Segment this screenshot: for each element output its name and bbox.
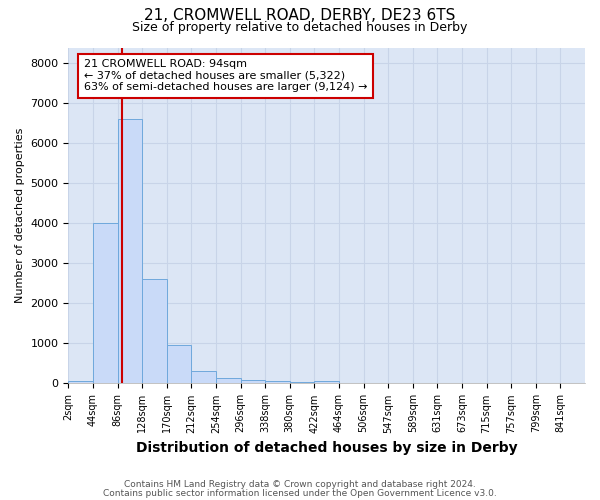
Y-axis label: Number of detached properties: Number of detached properties <box>15 128 25 303</box>
Text: Contains HM Land Registry data © Crown copyright and database right 2024.: Contains HM Land Registry data © Crown c… <box>124 480 476 489</box>
Text: Size of property relative to detached houses in Derby: Size of property relative to detached ho… <box>133 21 467 34</box>
Bar <box>93 224 118 384</box>
Bar <box>265 381 290 384</box>
Text: Contains public sector information licensed under the Open Government Licence v3: Contains public sector information licen… <box>103 488 497 498</box>
Bar <box>142 280 167 384</box>
Bar <box>216 378 241 384</box>
Bar <box>191 370 216 384</box>
Text: 21 CROMWELL ROAD: 94sqm
← 37% of detached houses are smaller (5,322)
63% of semi: 21 CROMWELL ROAD: 94sqm ← 37% of detache… <box>84 60 367 92</box>
Bar <box>68 380 93 384</box>
Bar <box>314 381 339 384</box>
Bar <box>290 382 314 384</box>
Bar <box>167 345 191 384</box>
X-axis label: Distribution of detached houses by size in Derby: Distribution of detached houses by size … <box>136 441 518 455</box>
Text: 21, CROMWELL ROAD, DERBY, DE23 6TS: 21, CROMWELL ROAD, DERBY, DE23 6TS <box>145 8 455 22</box>
Bar <box>241 380 265 384</box>
Bar <box>118 120 142 384</box>
